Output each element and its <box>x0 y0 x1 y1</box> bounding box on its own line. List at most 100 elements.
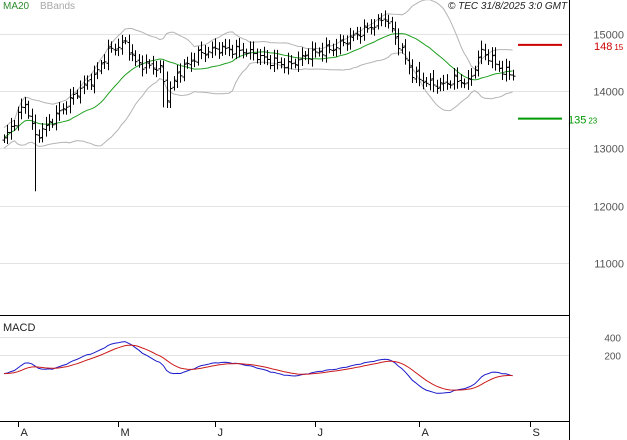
ohlc-bar <box>390 16 395 33</box>
ohlc-bar <box>466 70 471 90</box>
ohlc-bar <box>327 40 332 54</box>
ohlc-bar <box>158 60 163 74</box>
ohlc-bar <box>244 48 249 57</box>
ohlc-bar <box>71 86 76 105</box>
ohlc-bar <box>507 60 512 80</box>
ohlc-bar <box>127 34 132 61</box>
macd-y-tick-label: 400 <box>604 334 621 345</box>
ohlc-bar <box>30 108 35 130</box>
ohlc-bar <box>133 50 138 66</box>
ohlc-bar <box>469 68 474 86</box>
ohlc-bar <box>448 80 453 89</box>
ohlc-bar <box>172 76 177 91</box>
ohlc-bar <box>120 34 125 55</box>
price-panel: 148 15 135 23 11000 12000 13000 14000 15000 MA… <box>0 0 624 271</box>
ohlc-bar <box>251 41 256 61</box>
ohlc-bar <box>137 54 142 68</box>
ohlc-bar <box>144 54 149 74</box>
bollinger-upper-band <box>3 0 513 128</box>
price-y-tick-label: 14000 <box>593 87 624 99</box>
ohlc-bar <box>217 42 222 59</box>
ohlc-bar <box>396 28 401 56</box>
ohlc-bar <box>275 49 280 70</box>
ohlc-bar <box>400 43 405 54</box>
ohlc-bar <box>431 70 436 93</box>
ohlc-bar <box>106 39 111 71</box>
ohlc-bar <box>393 21 398 45</box>
ohlc-bar <box>438 77 443 92</box>
ohlc-bar <box>338 34 343 55</box>
ohlc-bar <box>331 43 336 57</box>
price-y-tick-label: 15000 <box>593 30 624 42</box>
ohlc-bar <box>421 72 426 90</box>
ohlc-bar <box>306 48 311 65</box>
macd-gridlines <box>0 337 569 356</box>
price-y-tick-label: 13000 <box>593 144 624 156</box>
ohlc-bar <box>147 59 152 69</box>
ohlc-bar <box>161 60 166 108</box>
ohlc-bar <box>227 39 232 57</box>
macd-signal-line <box>3 344 513 391</box>
ma20-line <box>3 33 513 139</box>
price-bars <box>2 10 516 192</box>
ohlc-bar <box>483 43 488 61</box>
x-axis-label: J <box>318 427 324 439</box>
price-y-axis-labels: 11000 12000 13000 14000 15000 <box>593 30 624 271</box>
ohlc-bar <box>44 116 49 137</box>
x-axis-label: J <box>218 427 224 439</box>
ohlc-bar <box>210 41 215 59</box>
ohlc-bar <box>26 100 31 119</box>
ohlc-bar <box>379 13 384 27</box>
ohlc-bar <box>82 75 87 95</box>
ohlc-bar <box>383 10 388 28</box>
macd-y-tick-label: 200 <box>604 352 621 363</box>
ohlc-bar <box>40 122 45 143</box>
ohlc-bar <box>355 26 360 40</box>
ohlc-bar <box>213 38 218 56</box>
ohlc-bar <box>258 48 263 65</box>
ohlc-bar <box>268 55 273 70</box>
ohlc-bar <box>196 46 201 66</box>
support-decimal: 23 <box>588 117 597 126</box>
ohlc-bar <box>282 58 287 74</box>
ohlc-bar <box>407 51 412 75</box>
ohlc-bar <box>493 47 498 71</box>
ohlc-bar <box>220 41 225 56</box>
price-y-tick-label: 12000 <box>593 202 624 214</box>
ohlc-bar <box>289 55 294 70</box>
ohlc-bar <box>441 74 446 91</box>
ohlc-bar <box>372 19 377 36</box>
ohlc-bar <box>462 78 467 89</box>
ohlc-bar <box>414 66 419 84</box>
ohlc-bar <box>376 14 381 30</box>
ohlc-bar <box>435 79 440 94</box>
ohlc-bar <box>185 56 190 69</box>
ohlc-bar <box>410 59 415 83</box>
macd-y-axis-labels: 200 400 <box>604 334 621 363</box>
ohlc-bar <box>64 101 69 115</box>
ohlc-bar <box>300 47 305 66</box>
ohlc-bar <box>358 26 363 44</box>
ohlc-bar <box>386 14 391 29</box>
ohlc-bar <box>12 120 17 132</box>
ohlc-bar <box>37 129 42 143</box>
ohlc-bar <box>89 73 94 90</box>
ohlc-bar <box>113 43 118 56</box>
ohlc-bar <box>490 47 495 69</box>
ohlc-bar <box>123 36 128 45</box>
ohlc-bar <box>19 98 24 120</box>
ohlc-bar <box>99 60 104 75</box>
ohlc-bar <box>313 42 318 58</box>
legend-bbands: BBands <box>40 1 75 12</box>
x-axis-label: A <box>422 427 430 439</box>
ohlc-bar <box>95 62 100 80</box>
macd-line <box>3 341 513 394</box>
ohlc-bar <box>75 89 80 99</box>
ohlc-bar <box>223 38 228 55</box>
bollinger-bands <box>3 0 513 149</box>
ohlc-bar <box>78 80 83 104</box>
ohlc-bar <box>452 67 457 90</box>
ohlc-bar <box>351 30 356 42</box>
ohlc-bar <box>230 44 235 59</box>
